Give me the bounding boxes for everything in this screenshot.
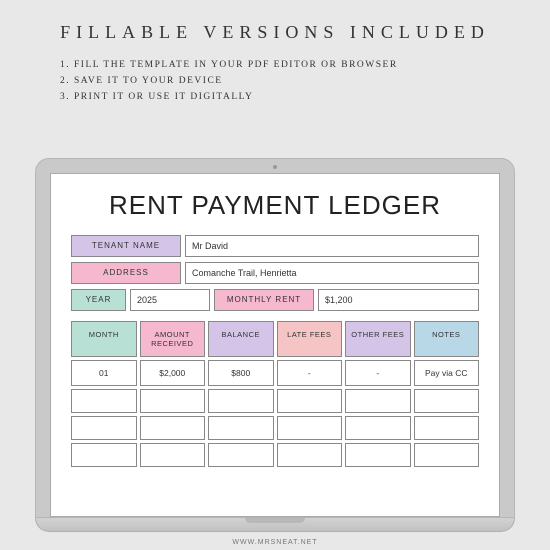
laptop-notch: [245, 518, 305, 523]
table-cell[interactable]: [345, 389, 411, 413]
table-cell[interactable]: $800: [208, 360, 274, 386]
table-cell[interactable]: -: [345, 360, 411, 386]
instruction-3: 3. PRINT IT OR USE IT DIGITALLY: [60, 89, 550, 105]
table-header: MONTH AMOUNT RECEIVED BALANCE LATE FEES …: [71, 321, 479, 357]
headline: FILLABLE VERSIONS INCLUDED: [0, 0, 550, 43]
table-cell[interactable]: [71, 443, 137, 467]
address-input[interactable]: Comanche Trail, Henrietta: [185, 262, 479, 284]
tenant-label: TENANT NAME: [71, 235, 181, 257]
ledger-table: MONTH AMOUNT RECEIVED BALANCE LATE FEES …: [71, 321, 479, 467]
col-month: MONTH: [71, 321, 137, 357]
address-label: ADDRESS: [71, 262, 181, 284]
col-amount: AMOUNT RECEIVED: [140, 321, 206, 357]
table-cell[interactable]: [208, 443, 274, 467]
table-row: [71, 443, 479, 467]
table-cell[interactable]: [414, 443, 480, 467]
table-row: [71, 416, 479, 440]
footer-url: WWW.MRSNEAT.NET: [0, 539, 550, 546]
laptop-base: [35, 518, 515, 532]
table-cell[interactable]: [208, 416, 274, 440]
table-cell[interactable]: $2,000: [140, 360, 206, 386]
col-balance: BALANCE: [208, 321, 274, 357]
table-cell[interactable]: [277, 443, 343, 467]
monthly-rent-label: MONTHLY RENT: [214, 289, 314, 311]
table-cell[interactable]: [277, 389, 343, 413]
monthly-rent-input[interactable]: $1,200: [318, 289, 479, 311]
table-row: [71, 389, 479, 413]
laptop-bezel: RENT PAYMENT LEDGER TENANT NAME Mr David…: [35, 158, 515, 518]
table-cell[interactable]: Pay via CC: [414, 360, 480, 386]
tenant-input[interactable]: Mr David: [185, 235, 479, 257]
table-cell[interactable]: [345, 443, 411, 467]
col-late-fees: LATE FEES: [277, 321, 343, 357]
col-other-fees: OTHER FEES: [345, 321, 411, 357]
instruction-2: 2. SAVE IT TO YOUR DEVICE: [60, 73, 550, 89]
ledger-title: RENT PAYMENT LEDGER: [71, 190, 479, 221]
table-cell[interactable]: [71, 416, 137, 440]
table-cell[interactable]: [414, 416, 480, 440]
table-cell[interactable]: [414, 389, 480, 413]
table-cell[interactable]: [71, 389, 137, 413]
camera-icon: [273, 165, 277, 169]
table-cell[interactable]: 01: [71, 360, 137, 386]
table-cell[interactable]: [208, 389, 274, 413]
table-cell[interactable]: [140, 389, 206, 413]
instructions-list: 1. FILL THE TEMPLATE IN YOUR PDF EDITOR …: [60, 57, 550, 105]
table-cell[interactable]: [140, 443, 206, 467]
laptop-screen: RENT PAYMENT LEDGER TENANT NAME Mr David…: [50, 173, 500, 517]
table-cell[interactable]: [140, 416, 206, 440]
year-input[interactable]: 2025: [130, 289, 210, 311]
table-cell[interactable]: [277, 416, 343, 440]
table-row: 01$2,000$800--Pay via CC: [71, 360, 479, 386]
table-cell[interactable]: [345, 416, 411, 440]
instruction-1: 1. FILL THE TEMPLATE IN YOUR PDF EDITOR …: [60, 57, 550, 73]
col-notes: NOTES: [414, 321, 480, 357]
table-cell[interactable]: -: [277, 360, 343, 386]
year-label: YEAR: [71, 289, 126, 311]
laptop-mockup: RENT PAYMENT LEDGER TENANT NAME Mr David…: [35, 158, 515, 532]
